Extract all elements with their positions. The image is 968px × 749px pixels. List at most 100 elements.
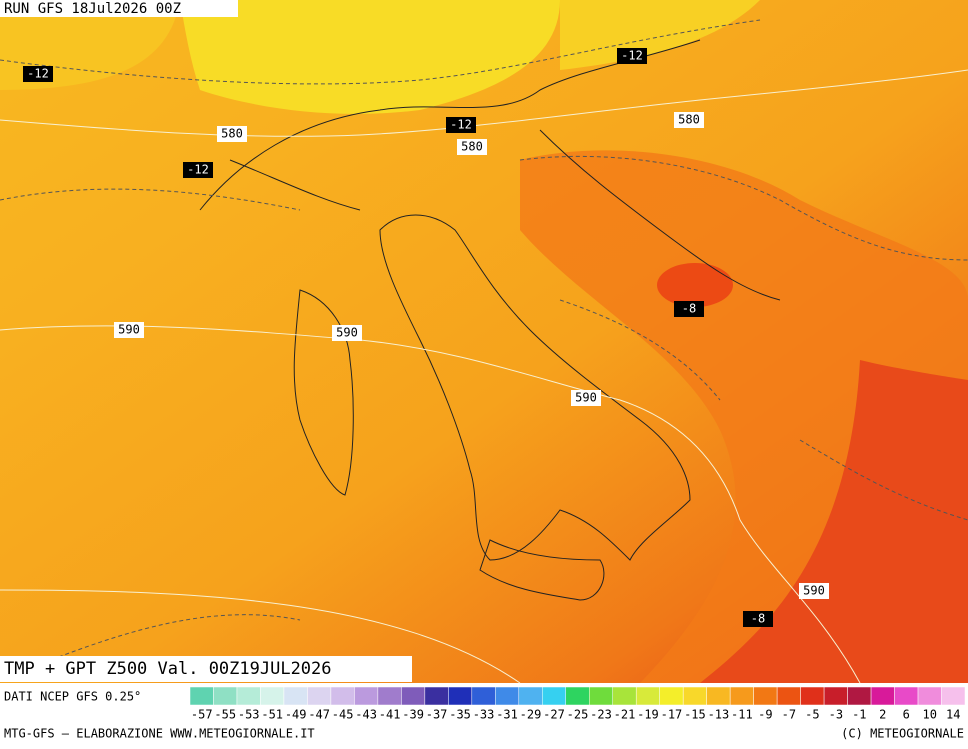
legend-label: -5 bbox=[805, 708, 819, 722]
contour-label-box bbox=[332, 325, 362, 341]
legend-swatch bbox=[424, 686, 449, 706]
legend-label: -23 bbox=[590, 708, 612, 722]
hot-area bbox=[700, 360, 968, 683]
legend-label: -47 bbox=[308, 708, 330, 722]
legend-swatch bbox=[612, 686, 637, 706]
legend-swatch bbox=[189, 686, 214, 706]
legend-label: -41 bbox=[379, 708, 401, 722]
contour-label: -12 bbox=[621, 49, 643, 63]
legend-swatch bbox=[753, 686, 778, 706]
legend-swatch bbox=[307, 686, 332, 706]
legend-label: -35 bbox=[449, 708, 471, 722]
legend-swatch bbox=[213, 686, 238, 706]
legend-swatch bbox=[823, 686, 848, 706]
legend-label: -25 bbox=[567, 708, 589, 722]
legend-label: -29 bbox=[520, 708, 542, 722]
contour-label: -12 bbox=[450, 118, 472, 132]
contour-label-box bbox=[217, 126, 247, 142]
geopotential-contour bbox=[0, 69, 968, 684]
contour-label: 580 bbox=[678, 113, 700, 127]
legend-swatch bbox=[448, 686, 473, 706]
legend-label: -27 bbox=[543, 708, 565, 722]
hot-area bbox=[657, 263, 733, 307]
legend-swatch bbox=[682, 686, 707, 706]
legend-swatch bbox=[236, 686, 261, 706]
legend-label: -15 bbox=[684, 708, 706, 722]
legend-label: 14 bbox=[946, 708, 960, 722]
legend-label: -1 bbox=[852, 708, 866, 722]
legend-label: -3 bbox=[829, 708, 843, 722]
legend-swatch bbox=[377, 686, 402, 706]
legend-label: -7 bbox=[782, 708, 796, 722]
contour-label: -8 bbox=[751, 612, 765, 626]
legend-label: -55 bbox=[214, 708, 236, 722]
legend-label: -45 bbox=[332, 708, 354, 722]
legend-swatch bbox=[283, 686, 308, 706]
legend-label: 2 bbox=[879, 708, 886, 722]
legend-swatch bbox=[401, 686, 426, 706]
legend-label: -53 bbox=[238, 708, 260, 722]
legend-swatch bbox=[870, 686, 895, 706]
border bbox=[199, 39, 781, 301]
legend-swatch bbox=[776, 686, 801, 706]
legend-swatch bbox=[706, 686, 731, 706]
contour-label-box bbox=[617, 48, 647, 64]
legend-swatch bbox=[260, 686, 285, 706]
cool-area bbox=[560, 0, 760, 70]
legend-swatch bbox=[518, 686, 543, 706]
legend-label: -19 bbox=[637, 708, 659, 722]
contour-label: -8 bbox=[682, 302, 696, 316]
temperature-contour bbox=[0, 19, 968, 681]
run-label: RUN GFS 18Jul2026 00Z bbox=[4, 1, 181, 17]
legend-label: -13 bbox=[708, 708, 730, 722]
legend-label: -57 bbox=[191, 708, 213, 722]
contour-label: 590 bbox=[336, 326, 358, 340]
contour-label: 590 bbox=[575, 391, 597, 405]
legend-swatch bbox=[565, 686, 590, 706]
legend-label: 6 bbox=[903, 708, 910, 722]
footer-right: (C) METEOGIORNALE bbox=[841, 727, 964, 741]
legend-swatch bbox=[635, 686, 660, 706]
contour-label-box bbox=[23, 66, 53, 82]
legend-label: -37 bbox=[426, 708, 448, 722]
legend-label: -43 bbox=[355, 708, 377, 722]
footer-left: MTG-GFS – ELABORAZIONE WWW.METEOGIORNALE… bbox=[4, 727, 315, 741]
source-label: DATI NCEP GFS 0.25° bbox=[4, 690, 141, 704]
legend-swatch bbox=[354, 686, 379, 706]
contour-label: 590 bbox=[118, 323, 140, 337]
legend-label: -17 bbox=[661, 708, 683, 722]
contour-label: 580 bbox=[221, 127, 243, 141]
contour-label-box bbox=[674, 112, 704, 128]
legend-swatch bbox=[330, 686, 355, 706]
legend-label: -21 bbox=[614, 708, 636, 722]
contour-label: -12 bbox=[27, 67, 49, 81]
legend-swatch bbox=[542, 686, 567, 706]
legend-label: -33 bbox=[473, 708, 495, 722]
contour-label: -12 bbox=[187, 163, 209, 177]
product-box bbox=[0, 656, 412, 682]
legend-swatch bbox=[800, 686, 825, 706]
contour-label-box bbox=[114, 322, 144, 338]
contour-label-box bbox=[674, 301, 704, 317]
legend-swatch bbox=[471, 686, 496, 706]
legend-swatch bbox=[894, 686, 919, 706]
legend-label: -31 bbox=[496, 708, 518, 722]
contour-label-box bbox=[743, 611, 773, 627]
cool-area bbox=[180, 0, 560, 114]
legend-swatch bbox=[588, 686, 613, 706]
legend-swatch bbox=[659, 686, 684, 706]
product-label: TMP + GPT Z500 Val. 00Z19JUL2026 bbox=[4, 659, 332, 679]
legend-swatch bbox=[941, 686, 966, 706]
contour-label-box bbox=[571, 390, 601, 406]
legend-label: -49 bbox=[285, 708, 307, 722]
contour-label-box bbox=[457, 139, 487, 155]
contour-label: 580 bbox=[461, 140, 483, 154]
legend-label: -9 bbox=[758, 708, 772, 722]
header-box bbox=[0, 0, 238, 17]
legend-label: -11 bbox=[731, 708, 753, 722]
contour-label-box bbox=[446, 117, 476, 133]
legend-swatch bbox=[917, 686, 942, 706]
legend-swatch bbox=[729, 686, 754, 706]
